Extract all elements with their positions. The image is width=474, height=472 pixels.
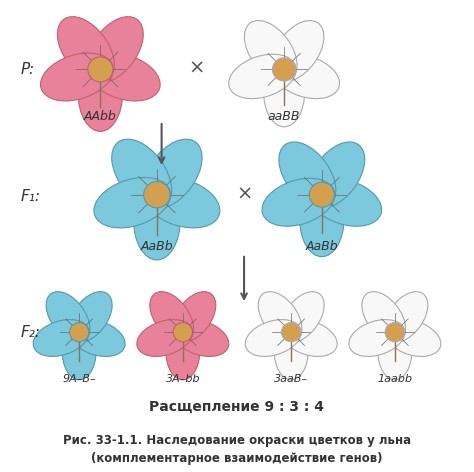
Text: F₂:: F₂: bbox=[20, 325, 40, 340]
Ellipse shape bbox=[57, 17, 114, 83]
Text: aaBB: aaBB bbox=[268, 110, 301, 123]
Ellipse shape bbox=[264, 58, 305, 127]
Ellipse shape bbox=[228, 54, 296, 99]
Ellipse shape bbox=[112, 139, 172, 209]
Ellipse shape bbox=[173, 320, 229, 356]
Text: ×: × bbox=[189, 59, 205, 77]
Ellipse shape bbox=[385, 320, 441, 356]
Ellipse shape bbox=[378, 322, 412, 380]
Ellipse shape bbox=[143, 177, 220, 228]
Ellipse shape bbox=[46, 292, 90, 342]
Ellipse shape bbox=[262, 178, 335, 226]
Ellipse shape bbox=[134, 181, 180, 260]
Text: 1aabb: 1aabb bbox=[377, 374, 412, 384]
Circle shape bbox=[70, 322, 89, 342]
Circle shape bbox=[385, 322, 404, 342]
Ellipse shape bbox=[94, 177, 171, 228]
Circle shape bbox=[273, 58, 296, 81]
Ellipse shape bbox=[166, 322, 200, 380]
Ellipse shape bbox=[384, 292, 428, 342]
Ellipse shape bbox=[272, 54, 339, 99]
Text: Рис. 33-1.1. Наследование окраски цветков у льна: Рис. 33-1.1. Наследование окраски цветко… bbox=[63, 434, 411, 447]
Ellipse shape bbox=[150, 292, 193, 342]
Ellipse shape bbox=[86, 17, 143, 83]
Ellipse shape bbox=[69, 320, 125, 356]
Text: Расщепление 9 : 3 : 4: Расщепление 9 : 3 : 4 bbox=[149, 400, 325, 414]
Text: 3A–bb: 3A–bb bbox=[165, 374, 200, 384]
Circle shape bbox=[173, 322, 192, 342]
Ellipse shape bbox=[274, 322, 308, 380]
Ellipse shape bbox=[300, 182, 344, 257]
Ellipse shape bbox=[137, 320, 193, 356]
Ellipse shape bbox=[309, 178, 382, 226]
Circle shape bbox=[310, 182, 334, 207]
Ellipse shape bbox=[245, 20, 297, 82]
Ellipse shape bbox=[279, 142, 336, 208]
Text: F₁:: F₁: bbox=[20, 189, 40, 203]
Ellipse shape bbox=[87, 53, 160, 101]
Circle shape bbox=[144, 182, 170, 208]
Circle shape bbox=[282, 322, 301, 342]
Ellipse shape bbox=[349, 320, 405, 356]
Ellipse shape bbox=[258, 292, 302, 342]
Ellipse shape bbox=[271, 20, 324, 82]
Text: 3aaB–: 3aaB– bbox=[274, 374, 308, 384]
Text: (комплементарное взаимодействие генов): (комплементарное взаимодействие генов) bbox=[91, 452, 383, 465]
Ellipse shape bbox=[281, 292, 324, 342]
Ellipse shape bbox=[68, 292, 112, 342]
Ellipse shape bbox=[172, 292, 216, 342]
Ellipse shape bbox=[62, 322, 96, 380]
Text: ×: × bbox=[236, 184, 252, 203]
Text: AaBb: AaBb bbox=[141, 240, 173, 253]
Ellipse shape bbox=[362, 292, 406, 342]
Ellipse shape bbox=[142, 139, 202, 209]
Ellipse shape bbox=[245, 320, 301, 356]
Ellipse shape bbox=[78, 57, 122, 131]
Circle shape bbox=[88, 57, 113, 82]
Text: 9A–B–: 9A–B– bbox=[62, 374, 96, 384]
Ellipse shape bbox=[308, 142, 365, 208]
Text: P:: P: bbox=[20, 62, 34, 77]
Text: AaBb: AaBb bbox=[306, 240, 338, 253]
Text: AAbb: AAbb bbox=[84, 110, 117, 123]
Ellipse shape bbox=[281, 320, 337, 356]
Ellipse shape bbox=[40, 53, 113, 101]
Ellipse shape bbox=[33, 320, 89, 356]
